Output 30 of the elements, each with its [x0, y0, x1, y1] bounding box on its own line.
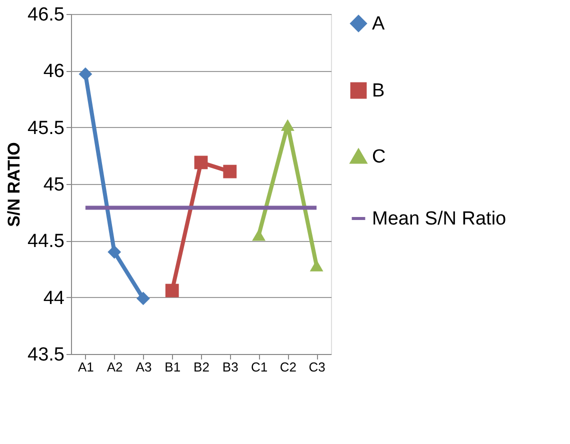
y-tick-label: 43.5 — [28, 344, 64, 366]
y-tick-label: 45 — [43, 174, 64, 196]
point — [310, 260, 324, 272]
y-tick-label: 45.5 — [28, 118, 64, 139]
x-tick-label: B2 — [194, 360, 210, 374]
legend-label: C — [372, 146, 386, 168]
legend-label: B — [372, 80, 385, 102]
point — [78, 67, 92, 81]
y-tick-label: 44 — [43, 288, 65, 309]
x-tick-label: A1 — [78, 360, 94, 374]
x-tick-label: B3 — [222, 360, 238, 374]
x-tick-label: C1 — [250, 360, 268, 374]
point — [194, 156, 208, 170]
legend-label: Mean S/N Ratio — [372, 208, 506, 230]
x-tick-label: C3 — [308, 360, 326, 374]
legend-label: A — [372, 14, 385, 34]
x-tick-label: C2 — [280, 360, 296, 374]
point — [280, 119, 294, 131]
point — [252, 229, 266, 241]
point — [136, 292, 150, 306]
y-tick-label: 44.5 — [28, 231, 64, 252]
x-tick-label: A2 — [106, 360, 123, 374]
y-tick-label: 46.5 — [28, 4, 64, 26]
y-tick-label: 46 — [43, 61, 64, 82]
y-axis-title: S/N RATIO — [4, 142, 24, 227]
point — [223, 164, 237, 178]
x-tick-label: B1 — [164, 360, 181, 374]
point — [165, 284, 179, 298]
point — [108, 245, 122, 259]
x-tick-label: A3 — [136, 360, 152, 374]
